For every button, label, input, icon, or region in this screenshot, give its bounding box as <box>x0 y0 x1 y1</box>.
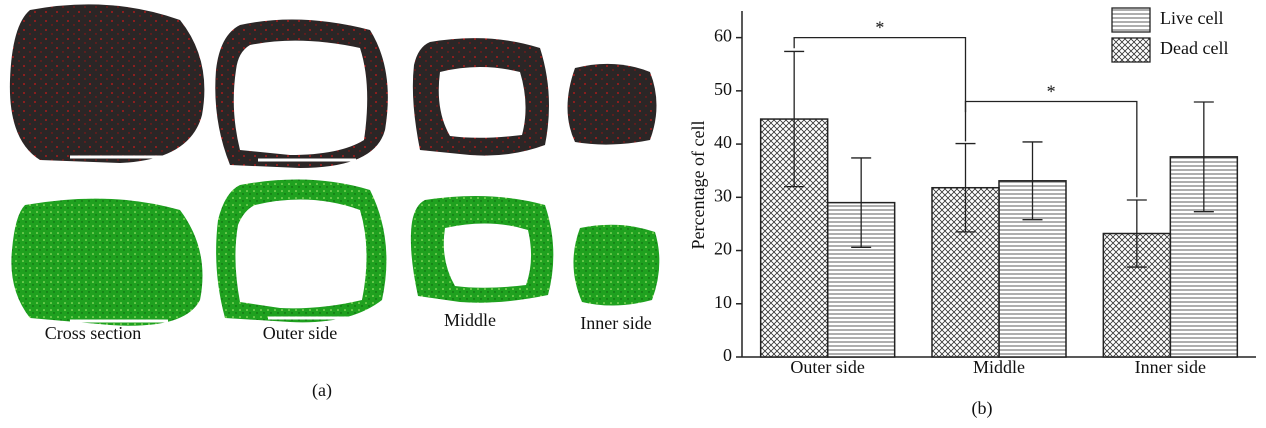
error-bar <box>784 50 805 188</box>
error-bar <box>1193 101 1214 213</box>
outer-side-dead <box>215 19 388 169</box>
error-bar <box>851 157 872 248</box>
image-label: Inner side <box>580 313 651 333</box>
y-tick-label: 20 <box>714 239 732 259</box>
y-tick-label: 10 <box>714 292 732 312</box>
panel-caption: (b) <box>972 398 993 419</box>
significance-bracket <box>964 100 1138 198</box>
significance-mark: * <box>875 18 884 38</box>
image-label: Middle <box>444 310 496 330</box>
significance-bracket <box>793 36 967 142</box>
cross-section-dead <box>9 4 205 163</box>
legend-swatch <box>1111 7 1151 33</box>
y-tick-label: 0 <box>723 345 732 365</box>
y-tick-label: 30 <box>714 185 732 205</box>
middle-dead <box>412 38 549 156</box>
significance-mark: * <box>1047 82 1056 102</box>
x-tick-label: Outer side <box>790 357 864 377</box>
y-tick-label: 50 <box>714 79 732 99</box>
y-axis-label: Percentage of cell <box>688 121 708 250</box>
inner-side-dead <box>567 63 657 145</box>
error-bar <box>955 142 976 233</box>
error-bar <box>1126 199 1147 268</box>
image-label: Cross section <box>45 323 142 343</box>
x-tick-label: Middle <box>973 357 1025 377</box>
legend-label: Live cell <box>1160 8 1223 28</box>
y-tick-label: 40 <box>714 132 732 152</box>
outer-side-live <box>216 179 387 323</box>
image-label: Outer side <box>263 323 337 343</box>
middle-live <box>410 196 554 303</box>
inner-side-live <box>573 224 660 306</box>
panel-caption: (a) <box>312 380 332 401</box>
cross-section-live <box>11 198 203 326</box>
y-tick-label: 60 <box>714 26 732 46</box>
panel-a-images <box>9 4 660 326</box>
x-tick-label: Inner side <box>1135 357 1206 377</box>
legend-label: Dead cell <box>1160 38 1228 58</box>
legend-swatch <box>1111 37 1151 63</box>
error-bar <box>1022 141 1043 221</box>
